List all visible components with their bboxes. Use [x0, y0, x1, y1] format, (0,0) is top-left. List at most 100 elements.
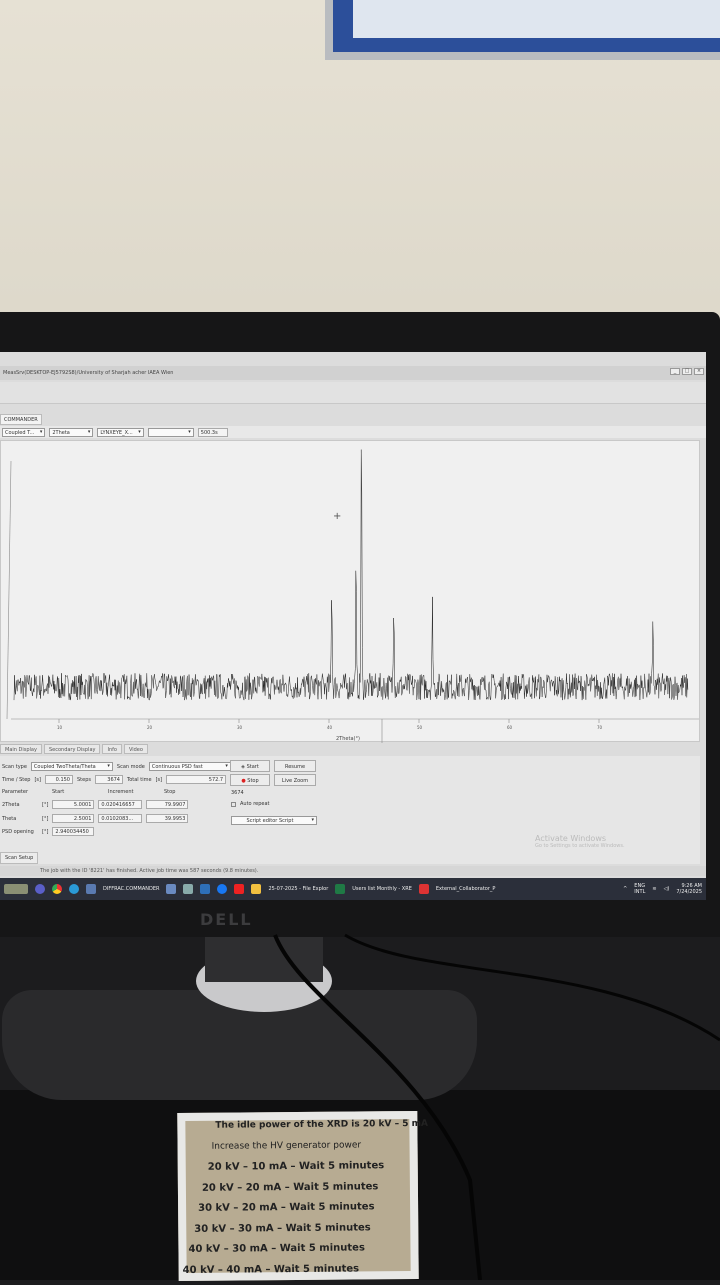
- taskbar: DIFFRAC.COMMANDER 25-07-2025 - File Expl…: [0, 878, 706, 900]
- watermark-sub: Go to Settings to activate Windows.: [535, 843, 625, 849]
- psd-opening-label: PSD opening: [2, 828, 34, 835]
- 2theta-start-field[interactable]: 5.0001: [52, 800, 95, 809]
- scan-mode-label: Scan mode: [116, 763, 145, 770]
- sign-line: The idle power of the XRD is 20 kV – 5 m…: [215, 1118, 429, 1131]
- tab-commander[interactable]: COMMANDER: [0, 414, 42, 425]
- psd-unit: [°]: [42, 828, 49, 835]
- diffrac-commander-task[interactable]: DIFFRAC.COMMANDER: [103, 886, 160, 892]
- monitor-screen: MeasSrv(DESKTOP-EJ5792S8)/University of …: [0, 352, 706, 900]
- tab-info[interactable]: Info: [102, 744, 122, 754]
- instruction-sign: The idle power of the XRD is 20 kV – 5 m…: [177, 1110, 429, 1282]
- pdf-task[interactable]: External_Collaborator_P: [435, 886, 496, 892]
- total-time-field: 572.7: [166, 775, 227, 784]
- theta-start-field: 2.5001: [52, 814, 95, 823]
- youtube-icon[interactable]: [234, 884, 245, 894]
- file-explorer-task[interactable]: 25-07-2025 - File Explor: [268, 886, 329, 892]
- x-tick-label: 30: [237, 725, 243, 730]
- activate-windows-watermark: Activate Windows Go to Settings to activa…: [535, 834, 625, 849]
- tool-icon[interactable]: [166, 884, 177, 894]
- stop-header: Stop: [164, 789, 176, 795]
- excel-task[interactable]: Users list Monthly - XRE: [352, 886, 412, 892]
- theta-stop-field: 39.9953: [146, 814, 189, 823]
- chevron-up-icon[interactable]: ^: [623, 886, 628, 892]
- chart-svg: 10 20 30 40 50 60 70 + 2Theta(°): [6, 449, 699, 743]
- sign-line: 20 kV – 10 mA – Wait 5 minutes: [207, 1160, 385, 1173]
- x-tick-label: 70: [597, 725, 603, 730]
- tab-video[interactable]: Video: [123, 744, 148, 754]
- detector-select[interactable]: LYNXEYE_X...: [97, 427, 144, 437]
- chrome-icon[interactable]: [52, 884, 62, 894]
- steps-field[interactable]: 3674: [95, 775, 123, 784]
- row-unit: [°]: [42, 815, 49, 822]
- dell-logo: DELL: [200, 910, 253, 929]
- sign-line: 40 kV – 30 mA – Wait 5 minutes: [188, 1242, 365, 1255]
- window-titlebar: MeasSrv(DESKTOP-EJ5792S8)/University of …: [0, 366, 706, 380]
- excel-icon[interactable]: [335, 884, 346, 894]
- edge-icon[interactable]: [69, 884, 79, 894]
- row-name: 2Theta: [2, 801, 20, 808]
- folder-icon[interactable]: [251, 884, 262, 894]
- teams-icon[interactable]: [35, 884, 45, 894]
- close-button[interactable]: ×: [694, 368, 704, 375]
- scan-type-label: Scan type: [2, 763, 27, 770]
- scan-type-select[interactable]: Coupled TwoTheta/Theta: [30, 762, 113, 771]
- x-tick-label: 20: [147, 725, 153, 730]
- ribbon-area: [0, 382, 706, 404]
- tab-main-display[interactable]: Main Display: [0, 744, 42, 754]
- auto-repeat-label: Auto repeat: [240, 801, 270, 807]
- tab-secondary-display[interactable]: Secondary Display: [43, 744, 101, 754]
- sign-line: 40 kV – 40 mA – Wait 5 minutes: [182, 1262, 360, 1276]
- calculator-icon[interactable]: [183, 884, 194, 894]
- scan-panel: Scan type Coupled TwoTheta/Theta Scan mo…: [0, 756, 700, 864]
- axis-select[interactable]: 2Theta: [49, 427, 94, 437]
- wall-frame: [325, 0, 720, 60]
- time-step-label: Time / Step: [2, 776, 31, 783]
- auto-repeat-checkbox[interactable]: [231, 801, 236, 807]
- script-select[interactable]: Script editor Script: [231, 816, 317, 825]
- stop-button[interactable]: ● Stop: [230, 774, 270, 786]
- start-button[interactable]: ◈ Start: [230, 760, 270, 772]
- diffrac-icon[interactable]: [86, 884, 96, 894]
- time-field[interactable]: 500.3s: [197, 427, 228, 437]
- start-header: Start: [52, 789, 65, 795]
- maximize-button[interactable]: □: [682, 368, 692, 375]
- diffractogram-plot[interactable]: 10 20 30 40 50 60 70 + 2Theta(°): [0, 440, 700, 743]
- clock-date: 7/24/2025: [676, 889, 702, 895]
- diffraction-trace: [13, 449, 689, 701]
- step-count: 3674: [231, 790, 244, 796]
- pdf-icon[interactable]: [418, 884, 429, 894]
- minimize-button[interactable]: _: [670, 368, 680, 375]
- 2theta-increment-stepper[interactable]: 0.020416657: [98, 800, 143, 809]
- x-axis-label: 2Theta(°): [336, 736, 360, 742]
- psd-opening-stepper[interactable]: 2.940034450: [52, 827, 95, 836]
- sign-line: 20 kV – 20 mA – Wait 5 minutes: [201, 1180, 379, 1194]
- theta-increment-field: 0.0102083...: [98, 814, 143, 823]
- resume-button[interactable]: Resume: [274, 760, 316, 772]
- empty-select[interactable]: [147, 427, 194, 437]
- start-icon[interactable]: [4, 884, 28, 894]
- total-time-unit: [s]: [155, 776, 163, 783]
- facebook-icon[interactable]: [217, 884, 228, 894]
- row-unit: [°]: [42, 801, 49, 808]
- tab-scan-setup[interactable]: Scan Setup: [0, 852, 39, 864]
- live-zoom-button[interactable]: Live Zoom: [274, 774, 316, 786]
- clock[interactable]: 9:26 AM 7/24/2025: [676, 883, 702, 895]
- start-label: Start: [246, 764, 259, 770]
- time-step-field[interactable]: 0.150: [45, 775, 73, 784]
- increment-header: Increment: [108, 789, 134, 795]
- language-indicator[interactable]: ENG INTL: [634, 883, 645, 895]
- wifi-icon[interactable]: ≋: [652, 886, 657, 892]
- scan-select[interactable]: Coupled T...: [2, 427, 46, 437]
- x-tick-label: 10: [57, 725, 63, 730]
- x-tick-label: 60: [507, 725, 513, 730]
- start-icon: ◈: [241, 764, 247, 770]
- sign-line: Increase the HV generator power: [211, 1139, 362, 1152]
- sign-line: 30 kV – 30 mA – Wait 5 minutes: [194, 1221, 371, 1235]
- outlook-icon[interactable]: [200, 884, 211, 894]
- monitor-chin: [0, 900, 720, 937]
- sign-line: 30 kV – 20 mA – Wait 5 minutes: [198, 1201, 375, 1214]
- 2theta-stop-field[interactable]: 79.9907: [146, 800, 189, 809]
- speaker-icon[interactable]: ◁): [663, 886, 670, 892]
- watermark-title: Activate Windows: [535, 834, 607, 843]
- status-bar: The job with the ID '8221' has finished.…: [0, 866, 706, 876]
